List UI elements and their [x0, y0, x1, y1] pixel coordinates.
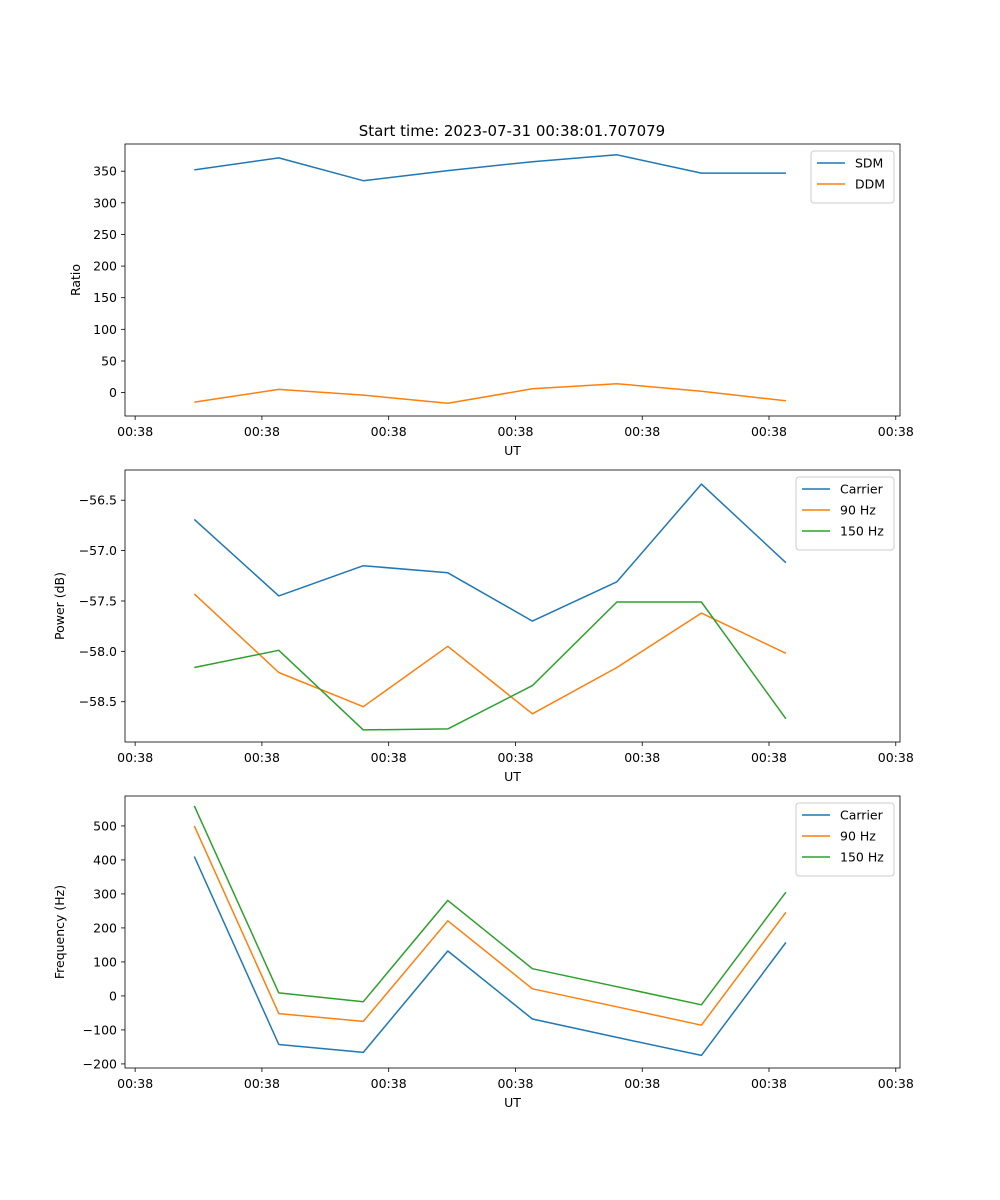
x-tick-label: 00:38: [497, 1076, 533, 1091]
subplot-3: 00:38 00:38 00:38 00:38 00:38 00:38 00:38−200−…: [52, 795, 914, 1110]
x-tick-label: 00:38: [624, 424, 660, 439]
y-tick-label: 150: [93, 290, 117, 305]
series-line-150-hz: [193, 805, 787, 1006]
legend-label: Carrier: [840, 808, 884, 823]
y-axis-label: Frequency (Hz): [52, 885, 67, 979]
series-line-sdm: [194, 154, 786, 182]
legend: Carrier 90 Hz 150 Hz: [795, 802, 895, 877]
x-tick-label: 00:38: [751, 424, 787, 439]
x-tick-label: 00:38: [878, 1076, 914, 1091]
y-tick-label: 0: [109, 385, 117, 400]
legend: SDM DDM: [810, 150, 895, 204]
x-tick-label: 00:38: [878, 750, 914, 765]
y-tick-label: −58.0: [79, 644, 117, 659]
y-tick-label: 250: [93, 227, 117, 242]
x-tick-label: 00:38: [497, 750, 533, 765]
x-tick-label: 00:38: [624, 1076, 660, 1091]
series-line-carrier: [193, 483, 787, 622]
x-tick-label: 00:38: [751, 750, 787, 765]
y-tick-label: 200: [93, 259, 117, 274]
y-tick-label: 100: [93, 954, 117, 969]
y-tick-label: −200: [83, 1056, 117, 1071]
x-tick-label: 00:38: [497, 424, 533, 439]
chart-title: Start time: 2023-07-31 00:38:01.707079: [359, 122, 665, 140]
legend-label: 90 Hz: [840, 503, 876, 518]
y-tick-label: 300: [93, 886, 117, 901]
x-tick-label: 00:38: [878, 424, 914, 439]
legend-label: SDM: [855, 156, 883, 171]
x-axis-label: UT: [504, 443, 521, 458]
legend-label: DDM: [855, 177, 885, 192]
subplot-2: 00:38 00:38 00:38 00:38 00:38 00:38 00:38 −56.5…: [52, 469, 914, 784]
y-axis-label: Power (dB): [52, 572, 67, 640]
y-tick-label: 400: [93, 852, 117, 867]
y-tick-label: 500: [93, 818, 117, 833]
legend-label: 150 Hz: [840, 524, 884, 539]
series-line-90-hz: [193, 593, 787, 715]
legend: Carrier 90 Hz 150 Hz: [795, 476, 895, 551]
x-tick-label: 00:38: [244, 1076, 280, 1091]
series-line-carrier: [193, 856, 787, 1057]
axes-frame: [124, 143, 901, 417]
x-tick-label: 00:38: [751, 1076, 787, 1091]
y-tick-label: −58.5: [79, 694, 117, 709]
axes-frame: [124, 469, 901, 743]
series-line-150-hz: [194, 601, 787, 731]
subplot-1: 00:38 00:38 00:38 00:38 00:38 00:38 00:38 0 50 10…: [68, 143, 914, 458]
legend-label: 90 Hz: [840, 829, 876, 844]
y-tick-label: 0: [109, 988, 117, 1003]
series-line-ddm: [194, 382, 786, 405]
legend-box: [810, 150, 895, 204]
y-tick-label: 350: [93, 164, 117, 179]
y-axis-label: Ratio: [68, 264, 83, 296]
x-tick-label: 00:38: [371, 750, 407, 765]
x-tick-label: 00:38: [371, 424, 407, 439]
x-axis-label: UT: [504, 1095, 521, 1110]
axes-frame: [124, 795, 901, 1069]
x-axis-label: UT: [504, 769, 521, 784]
x-tick-label: 00:38: [371, 1076, 407, 1091]
y-tick-label: −100: [83, 1022, 117, 1037]
x-tick-label: 00:38: [117, 750, 153, 765]
x-tick-label: 00:38: [244, 424, 280, 439]
y-tick-label: −56.5: [79, 493, 117, 508]
y-tick-label: −57.0: [79, 543, 117, 558]
x-tick-label: 00:38: [117, 1076, 153, 1091]
y-tick-label: 50: [101, 353, 117, 368]
y-tick-label: 200: [93, 920, 117, 935]
x-tick-label: 00:38: [624, 750, 660, 765]
y-tick-label: 300: [93, 195, 117, 210]
x-tick-label: 00:38: [117, 424, 153, 439]
legend-label: 150 Hz: [840, 850, 884, 865]
x-tick-label: 00:38: [244, 750, 280, 765]
y-tick-label: −57.5: [79, 593, 117, 608]
subplots: 00:38 00:38 00:38 00:38 00:38 00:38 00:38 0 50 10…: [52, 143, 914, 1110]
series-line-90-hz: [193, 825, 787, 1026]
legend-label: Carrier: [840, 482, 884, 497]
y-tick-label: 100: [93, 322, 117, 337]
